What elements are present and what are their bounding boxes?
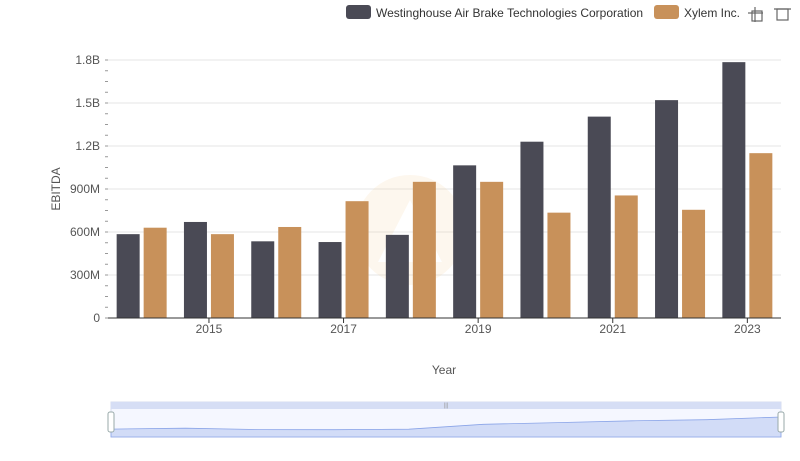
bar-westinghouse-2014[interactable] <box>116 234 140 318</box>
bar-xylem-2021[interactable] <box>614 195 638 318</box>
legend-label-xylem: Xylem Inc. <box>684 6 740 20</box>
watermark-logo <box>355 175 465 285</box>
x-axis-title: Year <box>432 363 456 377</box>
y-tick-label: 900M <box>70 182 100 196</box>
bar-xylem-2023[interactable] <box>749 153 773 318</box>
data-zoom-top-bar[interactable] <box>111 402 781 409</box>
bar-xylem-2022[interactable] <box>682 209 706 318</box>
x-tick-label: 2021 <box>599 322 626 336</box>
bar-xylem-2019[interactable] <box>480 181 504 318</box>
y-axis-title: EBITDA <box>49 167 63 210</box>
data-zoom-grip[interactable]: ||| <box>444 403 449 409</box>
data-zoom-slider[interactable]: ||| <box>107 401 785 438</box>
data-zoom-right-handle[interactable] <box>777 411 785 433</box>
bar-xylem-2014[interactable] <box>143 227 167 318</box>
bars-layer <box>116 62 773 319</box>
y-tick-label: 1.2B <box>75 139 100 153</box>
bar-xylem-2020[interactable] <box>547 212 571 318</box>
bar-westinghouse-2017[interactable] <box>318 242 342 318</box>
bar-westinghouse-2018[interactable] <box>385 234 409 318</box>
legend-swatch-xylem <box>654 5 679 19</box>
x-axis-ticks: 2015 2017 2019 2021 2023 <box>196 318 761 336</box>
bar-westinghouse-2021[interactable] <box>587 116 611 318</box>
bar-westinghouse-2019[interactable] <box>453 165 477 318</box>
y-tick-label: 1.8B <box>75 53 100 67</box>
legend-item-westinghouse[interactable]: Westinghouse Air Brake Technologies Corp… <box>346 5 643 20</box>
x-tick-label: 2015 <box>196 322 223 336</box>
y-axis-ticks: 0 300M 600M 900M 1.2B 1.5B 1.8B <box>70 53 108 325</box>
x-tick-label: 2017 <box>330 322 357 336</box>
bar-xylem-2016[interactable] <box>278 226 302 318</box>
bar-xylem-2015[interactable] <box>210 234 234 318</box>
data-zoom-left-handle[interactable] <box>107 411 115 433</box>
x-tick-label: 2023 <box>734 322 761 336</box>
legend: Westinghouse Air Brake Technologies Corp… <box>346 5 740 20</box>
bar-xylem-2018[interactable] <box>412 181 436 318</box>
y-tick-label: 300M <box>70 268 100 282</box>
x-tick-label: 2019 <box>465 322 492 336</box>
y-tick-label: 0 <box>93 311 100 325</box>
legend-label-westinghouse: Westinghouse Air Brake Technologies Corp… <box>376 6 643 20</box>
bar-westinghouse-2022[interactable] <box>655 100 679 318</box>
bar-westinghouse-2016[interactable] <box>251 241 275 318</box>
zoom-icon[interactable] <box>748 7 763 22</box>
y-tick-label: 1.5B <box>75 96 100 110</box>
legend-swatch-westinghouse <box>346 5 371 19</box>
bar-westinghouse-2023[interactable] <box>722 62 746 319</box>
y-tick-label: 600M <box>70 225 100 239</box>
bar-westinghouse-2015[interactable] <box>183 221 207 318</box>
bar-xylem-2017[interactable] <box>345 201 369 318</box>
bar-westinghouse-2020[interactable] <box>520 141 544 318</box>
legend-item-xylem[interactable]: Xylem Inc. <box>654 5 740 20</box>
restore-icon[interactable] <box>774 8 791 21</box>
